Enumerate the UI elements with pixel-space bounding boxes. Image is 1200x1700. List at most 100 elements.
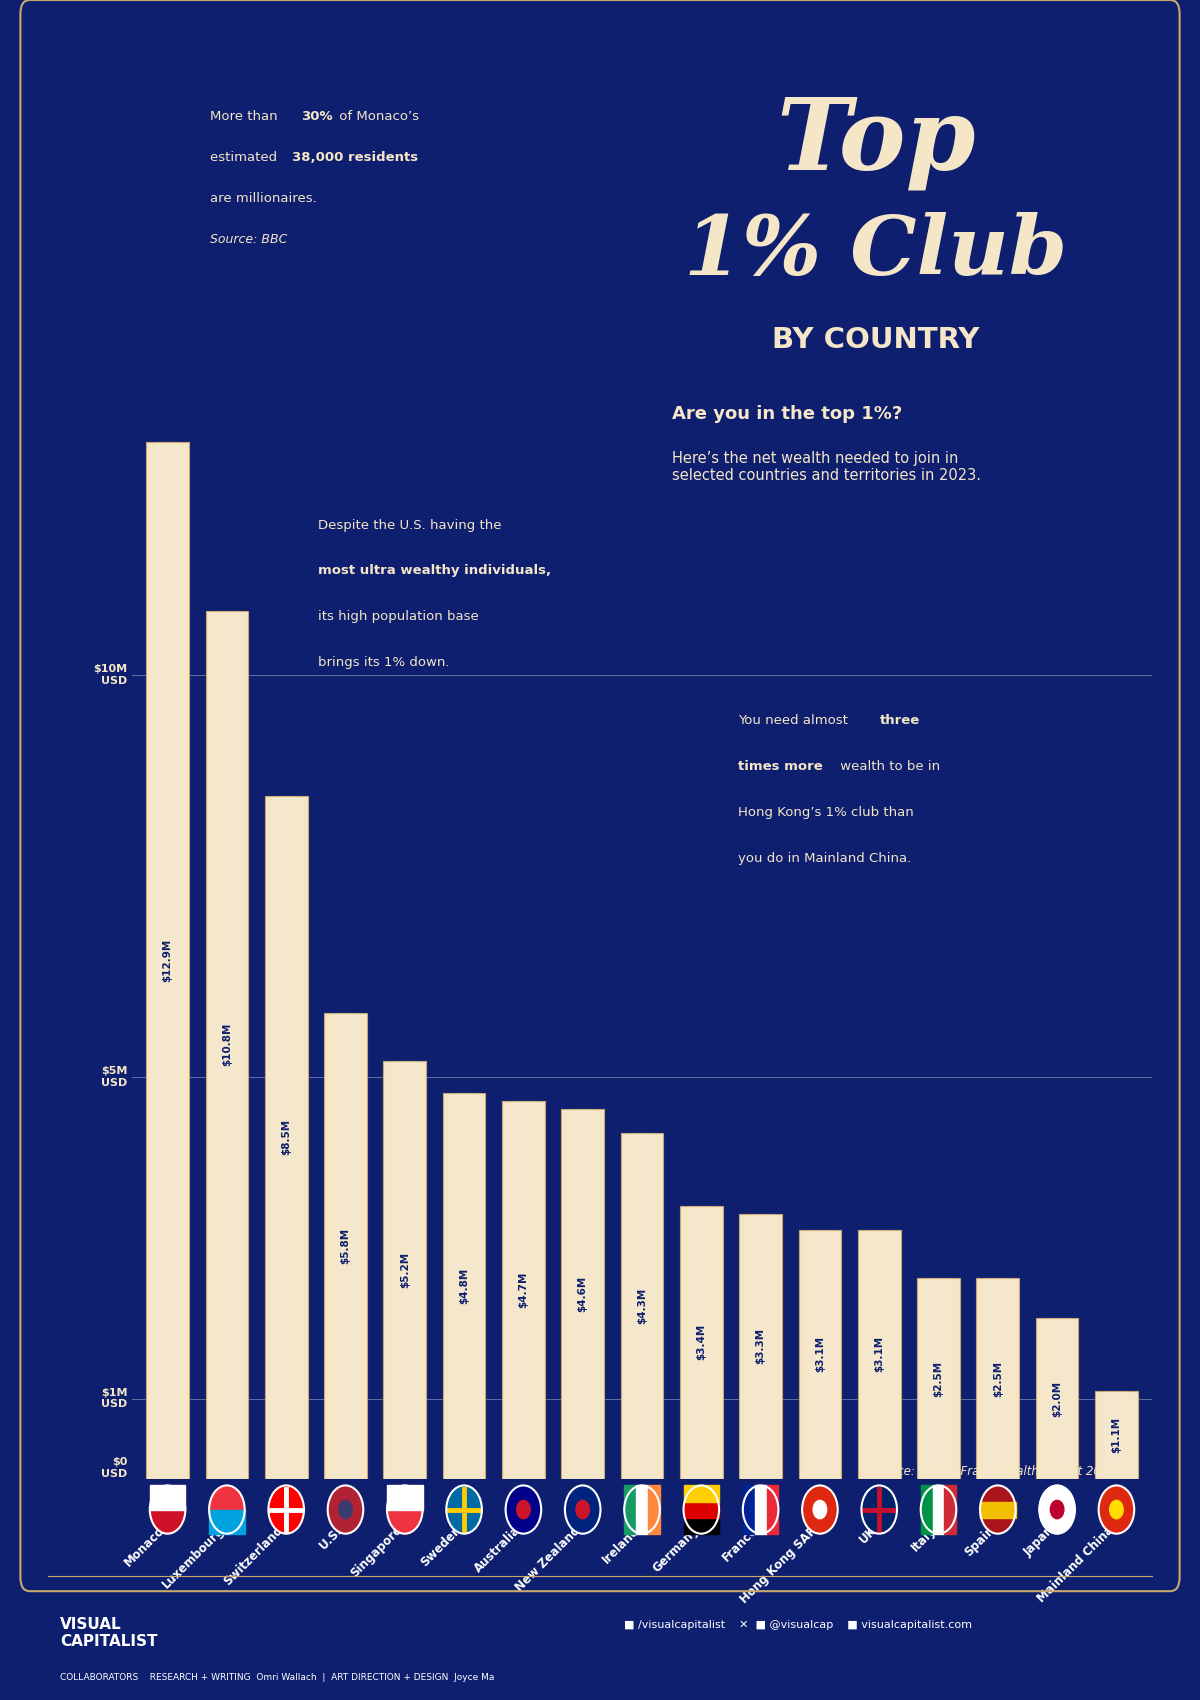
- Text: brings its 1% down.: brings its 1% down.: [318, 656, 450, 670]
- Bar: [739, 1214, 782, 1479]
- Circle shape: [505, 1486, 541, 1533]
- Bar: [150, 1486, 185, 1510]
- Bar: [1104, 1391, 1129, 1479]
- Bar: [265, 796, 307, 1479]
- Text: most ultra wealthy individuals,: most ultra wealthy individuals,: [318, 564, 551, 578]
- Text: of Monaco’s: of Monaco’s: [335, 110, 419, 124]
- Circle shape: [802, 1486, 838, 1533]
- Circle shape: [1050, 1501, 1064, 1518]
- Circle shape: [565, 1486, 600, 1533]
- Text: $8.5M: $8.5M: [281, 1119, 292, 1156]
- Text: ■ /visualcapitalist    ✕  ■ @visualcap    ■ visualcapitalist.com: ■ /visualcapitalist ✕ ■ @visualcap ■ vis…: [624, 1620, 972, 1630]
- Text: are millionaires.: are millionaires.: [210, 192, 317, 206]
- Bar: [443, 1093, 486, 1479]
- Bar: [570, 1108, 595, 1479]
- Circle shape: [1110, 1501, 1123, 1518]
- Bar: [684, 1486, 719, 1501]
- Bar: [502, 1102, 545, 1479]
- Bar: [214, 610, 240, 1479]
- Text: $1.1M: $1.1M: [1111, 1416, 1122, 1454]
- Circle shape: [862, 1486, 898, 1533]
- Text: its high population base: its high population base: [318, 610, 479, 624]
- Bar: [977, 1278, 1019, 1479]
- Bar: [1096, 1391, 1138, 1479]
- Bar: [684, 1501, 719, 1518]
- Bar: [689, 1205, 714, 1479]
- Text: Top: Top: [776, 94, 976, 190]
- Text: $2.0M: $2.0M: [1052, 1380, 1062, 1416]
- Text: $10.8M: $10.8M: [222, 1023, 232, 1066]
- Circle shape: [624, 1486, 660, 1533]
- Bar: [925, 1278, 952, 1479]
- Text: $2.5M: $2.5M: [992, 1360, 1003, 1397]
- Bar: [684, 1518, 719, 1533]
- Circle shape: [684, 1486, 719, 1533]
- Bar: [680, 1205, 722, 1479]
- Circle shape: [209, 1486, 245, 1533]
- Bar: [562, 1108, 604, 1479]
- Text: VISUAL
CAPITALIST: VISUAL CAPITALIST: [60, 1617, 157, 1649]
- Text: wealth to be in: wealth to be in: [836, 760, 941, 774]
- Bar: [743, 1486, 755, 1533]
- Bar: [146, 442, 188, 1479]
- Bar: [624, 1486, 636, 1533]
- Text: $0
USD: $0 USD: [101, 1457, 127, 1479]
- Bar: [866, 1229, 892, 1479]
- Circle shape: [814, 1501, 827, 1518]
- Bar: [384, 1061, 426, 1479]
- Text: $12.9M: $12.9M: [162, 938, 173, 983]
- Text: 30%: 30%: [301, 110, 332, 124]
- Text: $4.8M: $4.8M: [460, 1268, 469, 1304]
- Bar: [748, 1214, 774, 1479]
- Text: $3.3M: $3.3M: [756, 1328, 766, 1365]
- Bar: [332, 1013, 359, 1479]
- Text: 1% Club: 1% Club: [684, 212, 1068, 292]
- Bar: [932, 1486, 944, 1533]
- Circle shape: [446, 1486, 482, 1533]
- Bar: [386, 1486, 422, 1510]
- Bar: [920, 1486, 932, 1533]
- Circle shape: [1099, 1486, 1134, 1533]
- Text: Source: Knight Frank Wealth Report 2024: Source: Knight Frank Wealth Report 2024: [870, 1465, 1116, 1479]
- Text: $4.7M: $4.7M: [518, 1272, 528, 1309]
- Bar: [636, 1486, 648, 1533]
- Bar: [209, 1510, 245, 1533]
- Text: $5M
USD: $5M USD: [101, 1066, 127, 1088]
- Circle shape: [150, 1486, 185, 1533]
- Bar: [324, 1013, 367, 1479]
- Bar: [451, 1093, 476, 1479]
- Text: $1M
USD: $1M USD: [101, 1387, 127, 1409]
- Circle shape: [1039, 1486, 1075, 1533]
- Text: $3.1M: $3.1M: [875, 1336, 884, 1372]
- Bar: [985, 1278, 1010, 1479]
- Text: $3.1M: $3.1M: [815, 1336, 824, 1372]
- Bar: [808, 1229, 833, 1479]
- Bar: [392, 1061, 418, 1479]
- Circle shape: [920, 1486, 956, 1533]
- Text: Are you in the top 1%?: Are you in the top 1%?: [672, 405, 902, 423]
- Text: $4.6M: $4.6M: [577, 1277, 588, 1312]
- Circle shape: [386, 1486, 422, 1533]
- Text: 38,000 residents: 38,000 residents: [292, 151, 418, 165]
- Bar: [944, 1486, 956, 1533]
- Text: times more: times more: [738, 760, 823, 774]
- Circle shape: [269, 1486, 304, 1533]
- Bar: [798, 1229, 841, 1479]
- Text: $5.2M: $5.2M: [400, 1251, 409, 1289]
- Circle shape: [517, 1501, 530, 1518]
- Circle shape: [328, 1486, 364, 1533]
- Text: Despite the U.S. having the: Despite the U.S. having the: [318, 518, 502, 532]
- Text: $2.5M: $2.5M: [934, 1360, 943, 1397]
- Text: Here’s the net wealth needed to join in
selected countries and territories in 20: Here’s the net wealth needed to join in …: [672, 450, 982, 483]
- Text: More than: More than: [210, 110, 282, 124]
- Text: Source: BBC: Source: BBC: [210, 233, 287, 246]
- Text: $3.4M: $3.4M: [696, 1324, 707, 1360]
- Circle shape: [980, 1486, 1015, 1533]
- Bar: [510, 1102, 536, 1479]
- Circle shape: [576, 1501, 589, 1518]
- Bar: [1044, 1318, 1070, 1479]
- Bar: [1036, 1318, 1079, 1479]
- Text: You need almost: You need almost: [738, 714, 852, 728]
- Text: $10M
USD: $10M USD: [94, 665, 127, 685]
- Bar: [980, 1501, 1015, 1518]
